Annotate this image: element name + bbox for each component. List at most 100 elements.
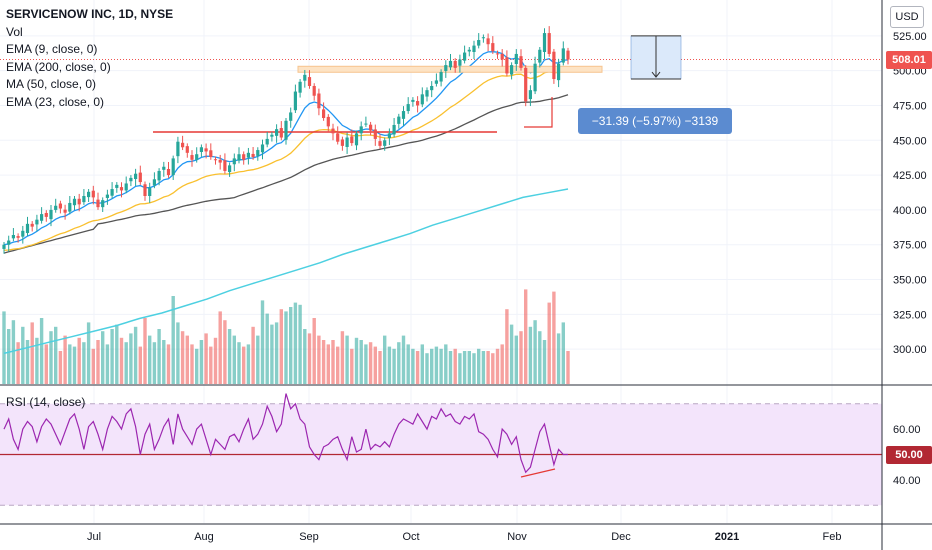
candle [406,104,410,112]
candle [519,56,523,68]
candle [524,67,528,102]
candle [260,144,265,153]
candle [185,146,189,153]
candle [448,60,453,68]
candle [265,138,269,145]
volume-bar [133,326,138,384]
last-price-badge: 508.01 [886,50,932,69]
volume-bar [96,340,100,384]
rsi-pane [0,393,882,506]
volume-bar [171,296,175,384]
candle [129,177,133,182]
volume-bar [91,348,95,384]
volume-bar [289,307,293,384]
volume-bar [561,322,565,384]
price-tick-label: 375.00 [893,240,927,252]
volume-bar [223,320,227,384]
currency-button[interactable]: USD [890,6,924,28]
candle [322,109,326,119]
candle [307,77,312,86]
time-tick-label: Dec [611,531,631,543]
candle [279,128,283,138]
candle [542,33,547,53]
volume-bar [317,335,321,384]
candle [49,209,53,220]
candle [256,150,260,156]
candle [383,140,387,146]
price-tick-label: 325.00 [893,309,927,321]
candle [143,184,147,196]
volume-bar [481,351,486,384]
time-tick-label: Sep [299,531,319,543]
candle [467,49,471,52]
volume-bar [185,335,189,384]
candle [463,52,467,61]
candle [58,203,62,209]
volume-bar [359,340,363,384]
volume-bar [44,344,48,384]
volume-bar [152,342,157,384]
measure-label: −31.39 (−5.97%) −3139 [578,108,732,134]
candle [2,244,6,249]
volume-bar [462,351,467,384]
candle [251,153,255,158]
volume-bar [364,344,368,384]
candle [232,158,236,165]
volume-bar [232,335,236,384]
volume-bar [115,324,119,384]
candle [242,154,246,160]
rsi-legend: RSI (14, close) [6,395,86,409]
volume-bar [392,348,396,384]
price-tick-label: 425.00 [893,170,927,182]
volume-bar [274,322,279,384]
candle [510,65,514,75]
candle [157,170,161,181]
volume-bar [86,322,91,384]
volume-bar [54,326,58,384]
volume-bar [336,346,340,384]
candle [209,150,213,158]
candle [115,184,119,188]
volume-bar [542,340,547,384]
candle [105,194,109,198]
volume-bar [204,333,208,384]
candle [420,94,424,105]
candle [458,59,462,66]
candle [72,198,77,206]
volume-bar [415,351,420,384]
volume-bar [387,346,392,384]
volume-bar [227,329,232,384]
volume-bar [307,333,312,384]
volume-bar [237,342,241,384]
volume-bar [2,311,6,384]
volume-bar [82,342,86,384]
volume-bar [420,344,424,384]
volume-bar [270,324,274,384]
time-tick-label: Aug [194,531,214,543]
volume-bar [439,348,443,384]
candle [411,99,415,102]
time-tick-label: Nov [507,531,527,543]
candle [387,133,391,139]
candle [528,90,532,100]
candle [557,63,561,81]
volume-bar [199,340,204,384]
legend-ma50: MA (50, close, 0) [6,77,97,92]
volume-bar [298,304,302,384]
candle [195,154,199,160]
candle [533,63,537,92]
candle [350,136,354,144]
candle [547,33,551,54]
candle [397,116,401,124]
candle [486,38,490,45]
time-tick-label: Feb [823,531,842,543]
volume-bar [331,340,335,384]
volume-bar [68,344,72,384]
volume-bar [303,329,307,384]
volume-bar [378,351,382,384]
candle [317,93,321,109]
volume-bar [279,309,283,384]
volume-bar [77,337,81,384]
candle [218,159,222,163]
